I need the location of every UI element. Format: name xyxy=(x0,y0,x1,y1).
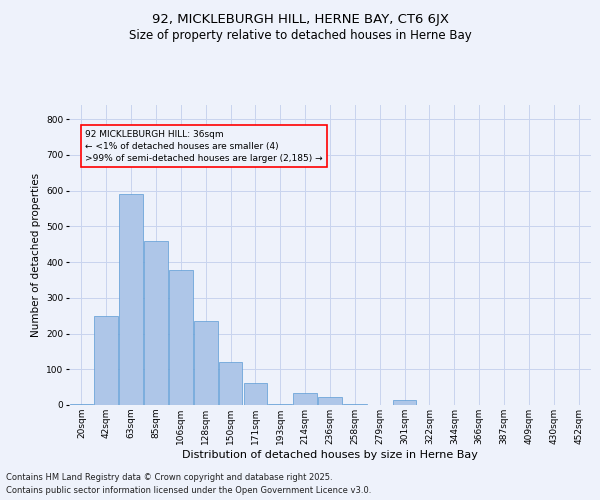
Bar xyxy=(119,194,143,405)
Bar xyxy=(94,316,118,405)
Bar xyxy=(70,404,93,405)
Bar xyxy=(393,400,416,405)
Bar xyxy=(194,321,218,405)
Bar xyxy=(318,397,342,405)
Bar xyxy=(219,362,242,405)
Y-axis label: Number of detached properties: Number of detached properties xyxy=(31,173,41,337)
Text: Contains public sector information licensed under the Open Government Licence v3: Contains public sector information licen… xyxy=(6,486,371,495)
Text: Contains HM Land Registry data © Crown copyright and database right 2025.: Contains HM Land Registry data © Crown c… xyxy=(6,472,332,482)
Text: Size of property relative to detached houses in Herne Bay: Size of property relative to detached ho… xyxy=(128,29,472,42)
Text: 92 MICKLEBURGH HILL: 36sqm
← <1% of detached houses are smaller (4)
>99% of semi: 92 MICKLEBURGH HILL: 36sqm ← <1% of deta… xyxy=(85,130,323,162)
Text: 92, MICKLEBURGH HILL, HERNE BAY, CT6 6JX: 92, MICKLEBURGH HILL, HERNE BAY, CT6 6JX xyxy=(151,12,449,26)
Bar xyxy=(244,382,267,405)
Bar xyxy=(343,404,367,405)
Bar xyxy=(144,242,168,405)
Bar xyxy=(293,392,317,405)
Bar xyxy=(268,404,292,405)
X-axis label: Distribution of detached houses by size in Herne Bay: Distribution of detached houses by size … xyxy=(182,450,478,460)
Bar xyxy=(169,270,193,405)
